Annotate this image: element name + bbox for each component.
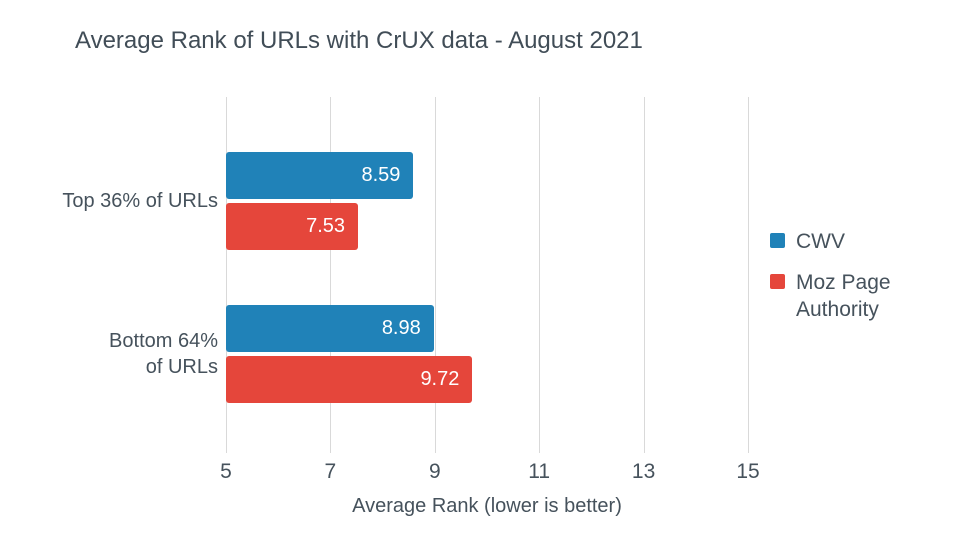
gridline-x-13 bbox=[643, 97, 645, 453]
gridline-x-9 bbox=[434, 97, 436, 453]
x-tick-label-7: 7 bbox=[324, 460, 337, 483]
x-tick-label-15: 15 bbox=[736, 460, 760, 483]
legend-item: Moz Page Authority bbox=[770, 269, 900, 323]
bar-value-label: 7.53 bbox=[306, 215, 346, 237]
bar-value-label: 8.98 bbox=[381, 317, 421, 339]
x-axis-title: Average Rank (lower is better) bbox=[352, 495, 622, 517]
legend-item: CWV bbox=[770, 228, 900, 255]
bar-value-label: 8.59 bbox=[361, 164, 401, 186]
gridline-x-7 bbox=[330, 97, 332, 453]
legend-label: Moz Page Authority bbox=[796, 271, 891, 321]
bar-cwv: 8.98 bbox=[226, 305, 434, 352]
legend-swatch-icon bbox=[770, 274, 785, 289]
bar-moz-page-authority: 9.72 bbox=[226, 356, 473, 403]
category-label: Bottom 64% of URLs bbox=[109, 330, 218, 378]
x-tick-label-9: 9 bbox=[428, 460, 441, 483]
gridline-x-15 bbox=[748, 97, 749, 453]
category-label: Top 36% of URLs bbox=[62, 190, 218, 212]
plot-area: 8.59 7.53 8.98 9.72 bbox=[226, 97, 749, 453]
chart-title: Average Rank of URLs with CrUX data - Au… bbox=[75, 27, 643, 54]
bar-cwv: 8.59 bbox=[226, 152, 414, 199]
x-tick-label-5: 5 bbox=[220, 460, 232, 483]
x-tick-label-13: 13 bbox=[631, 460, 656, 483]
gridline-x-11 bbox=[539, 97, 541, 453]
bar-value-label: 9.72 bbox=[420, 368, 460, 390]
legend: CWV Moz Page Authority bbox=[770, 228, 900, 323]
x-tick-label-11: 11 bbox=[528, 460, 551, 483]
legend-label: CWV bbox=[796, 230, 845, 253]
bar-moz-page-authority: 7.53 bbox=[226, 203, 359, 250]
gridline-x-5 bbox=[226, 97, 227, 453]
legend-swatch-icon bbox=[770, 233, 785, 248]
